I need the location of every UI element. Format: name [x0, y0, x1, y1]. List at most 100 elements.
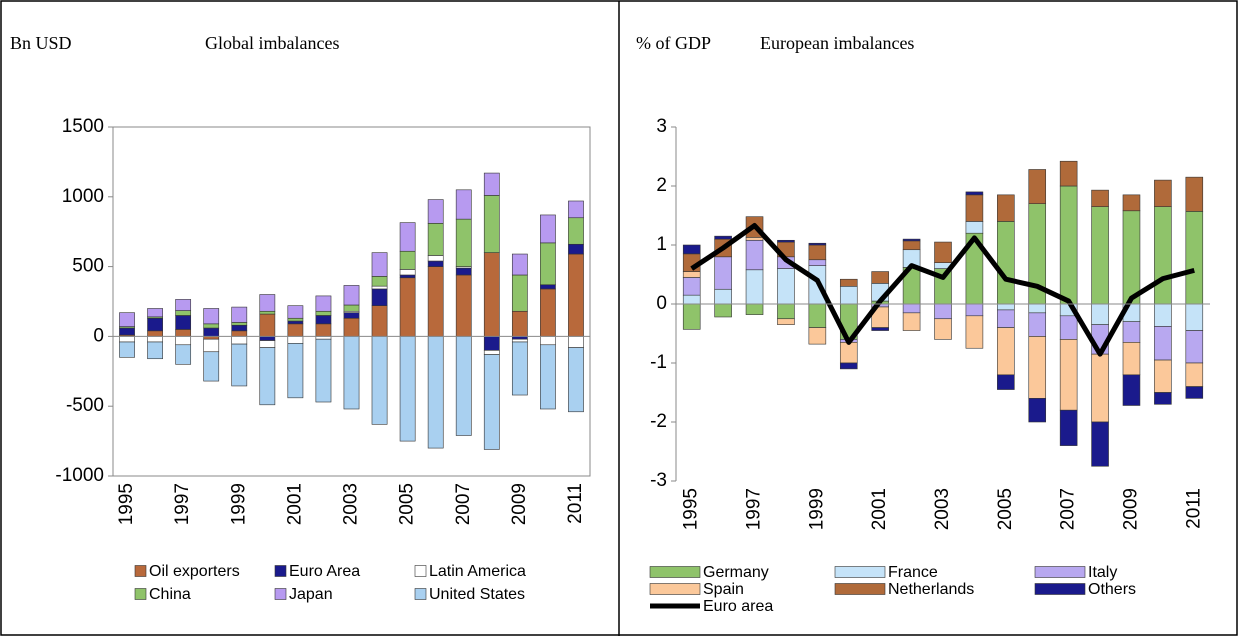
- bar-segment: [119, 336, 135, 343]
- x-tick-label: 1995: [116, 483, 137, 525]
- bar-segment: [745, 239, 764, 271]
- legend-label: Spain: [703, 581, 744, 598]
- legend-label: Latin America: [429, 563, 526, 580]
- bar-segment: [1091, 353, 1109, 423]
- chart-title: Global imbalances: [205, 33, 339, 53]
- bar-segment: [511, 310, 528, 337]
- x-tick-label: 1995: [681, 488, 702, 530]
- bar-segment: [147, 341, 163, 360]
- legend-swatch: [834, 566, 886, 578]
- bar-segment: [1028, 312, 1047, 337]
- legend-swatch: [414, 588, 427, 600]
- y-unit: % of GDP: [636, 33, 711, 53]
- legend-label: China: [149, 586, 191, 603]
- bar-segment: [203, 308, 220, 325]
- x-tick-label: 1999: [228, 483, 249, 525]
- y-tick-label: 500: [72, 256, 104, 277]
- bar-segment: [1028, 169, 1047, 204]
- legend-swatch: [1034, 566, 1086, 578]
- bar-segment: [1185, 386, 1204, 399]
- bar-segment: [1154, 303, 1172, 327]
- bar-segment: [808, 244, 827, 261]
- legend-label: Others: [1088, 581, 1136, 598]
- bar-segment: [483, 195, 500, 253]
- bar-segment: [568, 217, 584, 245]
- bar-segment: [203, 327, 220, 337]
- legend-swatch: [274, 588, 287, 600]
- bar-segment: [175, 299, 192, 311]
- legend-swatch: [649, 583, 701, 595]
- bar-segment: [511, 341, 528, 396]
- bar-segment: [839, 285, 858, 305]
- bar-segment: [902, 238, 921, 242]
- bar-segment: [568, 347, 584, 413]
- bar-segment: [231, 322, 248, 326]
- bar-segment: [315, 323, 332, 337]
- bar-segment: [1091, 206, 1109, 305]
- bar-segment: [175, 344, 192, 365]
- bar-segment: [1059, 339, 1078, 411]
- bar-segment: [1059, 185, 1078, 305]
- bar-segment: [455, 336, 472, 436]
- bar-segment: [1185, 303, 1204, 331]
- chart-title: European imbalances: [760, 33, 914, 53]
- bar-segment: [540, 214, 556, 244]
- x-tick-label: 2001: [284, 483, 305, 525]
- bar-segment: [777, 318, 795, 325]
- bar-segment: [1028, 398, 1047, 423]
- bar-segment: [231, 330, 248, 337]
- bar-segment: [1185, 211, 1204, 305]
- bar-segment: [1185, 362, 1204, 387]
- y-tick-label: -2: [650, 411, 667, 432]
- bar-segment: [399, 274, 416, 279]
- bar-segment: [371, 276, 388, 287]
- bar-segment: [1122, 374, 1141, 406]
- y-tick-label: 1000: [62, 186, 104, 207]
- legend-swatch: [134, 565, 147, 577]
- bar-segment: [568, 336, 584, 348]
- bar-segment: [119, 312, 135, 327]
- bar-segment: [371, 285, 388, 290]
- bar-segment: [777, 239, 795, 243]
- bar-segment: [315, 315, 332, 325]
- legend-label: Japan: [289, 586, 333, 603]
- bar-segment: [427, 223, 444, 256]
- x-tick-label: 2011: [565, 483, 586, 524]
- bar-segment: [997, 309, 1015, 328]
- x-tick-label: 2003: [341, 483, 362, 525]
- bar-segment: [1122, 210, 1141, 305]
- legend-swatch: [414, 565, 427, 577]
- bar-segment: [714, 256, 732, 290]
- bar-segment: [343, 312, 360, 319]
- bar-segment: [343, 336, 360, 410]
- legend-label: Euro area: [703, 598, 773, 615]
- bar-segment: [399, 250, 416, 270]
- legend-label: United States: [429, 586, 525, 603]
- bar-segment: [455, 267, 472, 276]
- bar-segment: [231, 306, 248, 323]
- bar-segment: [808, 259, 827, 266]
- bar-segment: [997, 221, 1015, 305]
- bar-segment: [259, 336, 276, 341]
- legend-label: Oil exporters: [149, 563, 240, 580]
- bar-segment: [871, 327, 889, 331]
- x-tick-label: 1997: [172, 483, 193, 525]
- bar-segment: [965, 194, 984, 222]
- x-tick-label: 1999: [806, 488, 827, 530]
- bar-segment: [427, 199, 444, 224]
- bar-segment: [997, 194, 1015, 222]
- bar-segment: [839, 342, 858, 364]
- bar-segment: [371, 305, 388, 337]
- bar-segment: [315, 295, 332, 312]
- bar-segment: [871, 271, 889, 284]
- bar-segment: [483, 350, 500, 355]
- bar-segment: [287, 343, 304, 399]
- bar-segment: [965, 191, 984, 196]
- bar-segment: [1091, 421, 1109, 467]
- bar-segment: [745, 303, 764, 315]
- y-tick-label: 3: [656, 116, 667, 137]
- bar-segment: [568, 243, 584, 255]
- bar-segment: [427, 260, 444, 267]
